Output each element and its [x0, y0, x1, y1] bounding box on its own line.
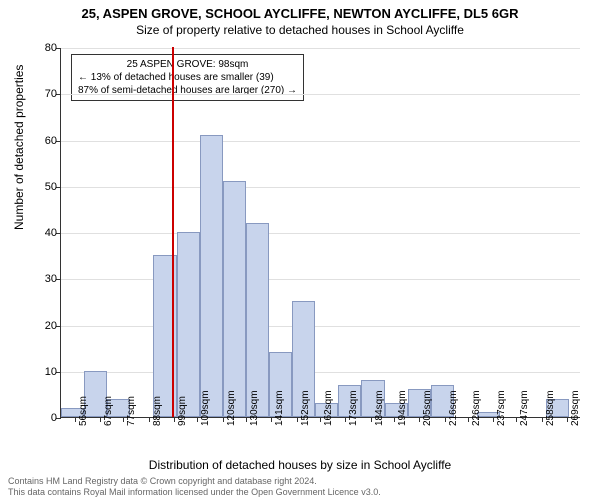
- histogram-bar: [223, 181, 246, 417]
- x-tick-mark: [345, 417, 346, 422]
- chart-container: 25, ASPEN GROVE, SCHOOL AYCLIFFE, NEWTON…: [0, 0, 600, 500]
- gridline: [61, 326, 580, 327]
- x-tick-label: 130sqm: [249, 390, 260, 426]
- x-tick-mark: [223, 417, 224, 422]
- annotation-line2: ← 13% of detached houses are smaller (39…: [78, 71, 297, 84]
- footer-text: Contains HM Land Registry data © Crown c…: [8, 476, 381, 498]
- footer-line1: Contains HM Land Registry data © Crown c…: [8, 476, 381, 487]
- y-tick-label: 60: [33, 135, 57, 147]
- x-tick-mark: [394, 417, 395, 422]
- x-tick-label: 141sqm: [274, 390, 285, 426]
- x-tick-label: 56sqm: [78, 396, 89, 426]
- gridline: [61, 48, 580, 49]
- gridline: [61, 233, 580, 234]
- x-tick-label: 120sqm: [226, 390, 237, 426]
- y-tick-label: 20: [33, 320, 57, 332]
- x-tick-label: 184sqm: [374, 390, 385, 426]
- chart-plot-area: 25 ASPEN GROVE: 98sqm ← 13% of detached …: [60, 48, 580, 418]
- x-tick-mark: [419, 417, 420, 422]
- x-tick-mark: [516, 417, 517, 422]
- y-tick-label: 0: [33, 412, 57, 424]
- x-tick-label: 226sqm: [471, 390, 482, 426]
- x-tick-mark: [445, 417, 446, 422]
- annotation-line1: 25 ASPEN GROVE: 98sqm: [78, 58, 297, 71]
- chart-subtitle: Size of property relative to detached ho…: [0, 21, 600, 37]
- y-tick-label: 10: [33, 366, 57, 378]
- x-tick-label: 67sqm: [103, 396, 114, 426]
- x-tick-label: 269sqm: [570, 390, 581, 426]
- x-tick-label: 247sqm: [519, 390, 530, 426]
- y-tick-label: 40: [33, 227, 57, 239]
- x-tick-mark: [271, 417, 272, 422]
- x-tick-mark: [542, 417, 543, 422]
- x-tick-label: 237sqm: [496, 390, 507, 426]
- x-tick-mark: [100, 417, 101, 422]
- gridline: [61, 279, 580, 280]
- gridline: [61, 94, 580, 95]
- x-tick-mark: [246, 417, 247, 422]
- x-tick-mark: [320, 417, 321, 422]
- x-tick-label: 258sqm: [545, 390, 556, 426]
- x-tick-mark: [493, 417, 494, 422]
- x-tick-label: 194sqm: [397, 390, 408, 426]
- x-tick-label: 77sqm: [126, 396, 137, 426]
- y-tick-label: 30: [33, 273, 57, 285]
- x-tick-mark: [174, 417, 175, 422]
- x-tick-mark: [197, 417, 198, 422]
- x-tick-mark: [297, 417, 298, 422]
- x-tick-label: 216sqm: [448, 390, 459, 426]
- x-axis-label: Distribution of detached houses by size …: [0, 458, 600, 472]
- x-tick-label: 205sqm: [422, 390, 433, 426]
- x-tick-mark: [371, 417, 372, 422]
- x-tick-label: 109sqm: [200, 390, 211, 426]
- x-tick-label: 173sqm: [348, 390, 359, 426]
- footer-line2: This data contains Royal Mail informatio…: [8, 487, 381, 498]
- chart-title: 25, ASPEN GROVE, SCHOOL AYCLIFFE, NEWTON…: [0, 0, 600, 21]
- histogram-bar: [177, 232, 200, 417]
- gridline: [61, 141, 580, 142]
- y-tick-label: 80: [33, 42, 57, 54]
- x-tick-label: 99sqm: [177, 396, 188, 426]
- x-tick-mark: [567, 417, 568, 422]
- x-tick-label: 162sqm: [323, 390, 334, 426]
- y-axis-label: Number of detached properties: [12, 65, 26, 230]
- x-tick-label: 88sqm: [152, 396, 163, 426]
- x-tick-mark: [75, 417, 76, 422]
- x-tick-mark: [468, 417, 469, 422]
- histogram-bar: [200, 135, 223, 417]
- x-tick-mark: [149, 417, 150, 422]
- gridline: [61, 187, 580, 188]
- histogram-bar: [246, 223, 269, 417]
- x-tick-label: 152sqm: [300, 390, 311, 426]
- y-tick-label: 70: [33, 88, 57, 100]
- y-tick-label: 50: [33, 181, 57, 193]
- marker-line: [172, 47, 174, 417]
- gridline: [61, 372, 580, 373]
- x-tick-mark: [123, 417, 124, 422]
